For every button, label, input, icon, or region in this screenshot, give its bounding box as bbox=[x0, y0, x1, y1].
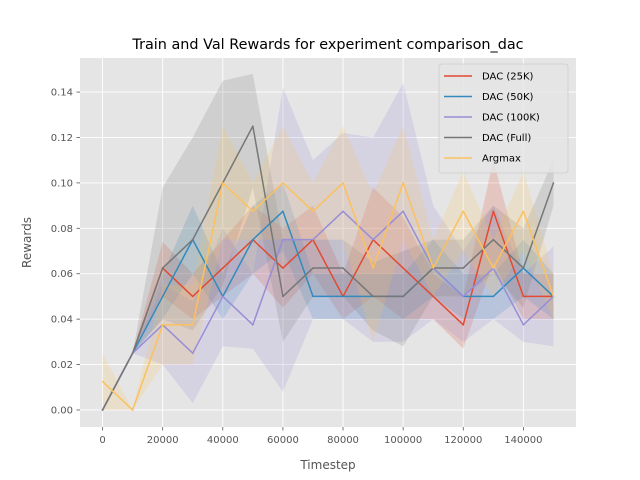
legend-label: Argmax bbox=[482, 154, 521, 165]
y-tick-label: 0.12 bbox=[51, 133, 73, 144]
point-argmax bbox=[402, 182, 404, 184]
point-dac-full bbox=[552, 182, 555, 184]
point-dac-50k bbox=[312, 295, 314, 298]
point-dac-25k bbox=[221, 267, 224, 269]
point-argmax bbox=[131, 409, 134, 411]
legend-label: DAC (25K) bbox=[482, 72, 534, 83]
point-argmax bbox=[432, 267, 435, 269]
y-tick-label: 0.14 bbox=[51, 88, 73, 99]
series-lines bbox=[101, 125, 555, 411]
line-dac-100k bbox=[101, 210, 554, 411]
point-argmax bbox=[312, 210, 314, 213]
point-argmax bbox=[372, 267, 374, 269]
point-dac-full bbox=[462, 267, 465, 269]
line-argmax bbox=[102, 182, 555, 411]
point-dac-100k bbox=[342, 210, 344, 213]
y-tick-label: 0.02 bbox=[51, 360, 73, 371]
point-dac-25k bbox=[402, 267, 404, 269]
point-dac-50k bbox=[342, 295, 344, 298]
y-tick-label: 0.10 bbox=[51, 178, 73, 189]
point-dac-full bbox=[372, 295, 374, 298]
legend-label: DAC (Full) bbox=[482, 133, 531, 144]
point-argmax bbox=[252, 210, 254, 213]
point-dac-full bbox=[312, 267, 314, 269]
x-tick-label: 140000 bbox=[504, 435, 542, 446]
x-axis-label: Timestep bbox=[299, 458, 355, 472]
legend-box bbox=[438, 63, 569, 174]
legend: DAC (25K) DAC (50K) DAC (100K) DAC (Full) Ar… bbox=[438, 63, 569, 174]
band-dac-25k bbox=[102, 160, 554, 410]
x-tick-label: 100000 bbox=[384, 435, 422, 446]
point-dac-25k bbox=[191, 295, 194, 298]
point-argmax bbox=[191, 324, 194, 326]
point-dac-100k bbox=[372, 238, 374, 241]
point-dac-full bbox=[101, 409, 104, 411]
point-dac-100k bbox=[462, 295, 465, 298]
point-argmax bbox=[161, 324, 164, 326]
point-argmax bbox=[101, 380, 104, 383]
y-axis-label: Rewards bbox=[20, 217, 34, 268]
point-dac-50k bbox=[492, 295, 495, 298]
x-tick-label: 40000 bbox=[207, 435, 239, 446]
line-dac-50k bbox=[101, 210, 554, 411]
x-tick-label: 120000 bbox=[444, 435, 482, 446]
point-argmax bbox=[282, 182, 284, 184]
point-dac-25k bbox=[462, 324, 465, 326]
point-argmax bbox=[492, 267, 495, 269]
x-axis-ticks: 0 20000 40000 60000 80000 100000 120000 140000 bbox=[99, 427, 542, 446]
band-dac-full bbox=[102, 73, 554, 410]
chart-title: Train and Val Rewards for experiment com… bbox=[131, 37, 523, 53]
point-dac-25k bbox=[282, 267, 284, 269]
point-argmax bbox=[522, 210, 525, 213]
point-dac-25k bbox=[492, 210, 495, 213]
point-argmax bbox=[552, 295, 555, 298]
point-argmax bbox=[462, 210, 465, 213]
point-argmax bbox=[221, 182, 224, 184]
point-dac-100k bbox=[191, 352, 194, 355]
y-axis-ticks: 0.00 0.02 0.04 0.06 0.08 0.10 0.12 0.14 bbox=[51, 88, 80, 416]
point-dac-full bbox=[161, 267, 164, 269]
x-tick-label: 0 bbox=[99, 435, 105, 446]
point-dac-full bbox=[402, 295, 404, 298]
point-dac-50k bbox=[161, 295, 164, 298]
x-tick-label: 80000 bbox=[327, 435, 359, 446]
y-tick-label: 0.06 bbox=[51, 269, 73, 280]
legend-label: DAC (50K) bbox=[482, 92, 534, 103]
point-dac-full bbox=[131, 352, 134, 355]
point-dac-full bbox=[522, 267, 525, 269]
point-dac-50k bbox=[282, 210, 284, 213]
point-argmax bbox=[342, 182, 344, 184]
point-dac-100k bbox=[282, 238, 284, 241]
point-dac-50k bbox=[252, 238, 254, 241]
line-dac-full bbox=[101, 125, 555, 411]
point-dac-full bbox=[252, 125, 254, 127]
point-dac-100k bbox=[402, 210, 404, 213]
point-dac-100k bbox=[312, 238, 314, 241]
legend-label: DAC (100K) bbox=[482, 113, 540, 124]
point-dac-full bbox=[282, 295, 284, 298]
x-tick-label: 60000 bbox=[267, 435, 299, 446]
y-tick-label: 0.04 bbox=[51, 315, 73, 326]
point-dac-100k bbox=[252, 324, 254, 326]
x-tick-label: 20000 bbox=[147, 435, 179, 446]
point-dac-100k bbox=[522, 324, 525, 326]
point-dac-full bbox=[342, 267, 344, 269]
point-dac-25k bbox=[522, 295, 525, 298]
y-tick-label: 0.00 bbox=[51, 405, 73, 416]
point-dac-full bbox=[191, 238, 194, 241]
point-dac-25k bbox=[432, 295, 435, 298]
point-dac-full bbox=[492, 238, 495, 241]
band-dac-100k bbox=[102, 82, 554, 410]
y-tick-label: 0.08 bbox=[51, 224, 73, 235]
point-dac-100k bbox=[221, 295, 224, 298]
